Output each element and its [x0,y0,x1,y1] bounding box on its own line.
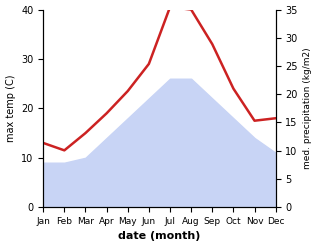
Y-axis label: max temp (C): max temp (C) [5,75,16,142]
X-axis label: date (month): date (month) [118,231,201,242]
Y-axis label: med. precipitation (kg/m2): med. precipitation (kg/m2) [303,48,313,169]
